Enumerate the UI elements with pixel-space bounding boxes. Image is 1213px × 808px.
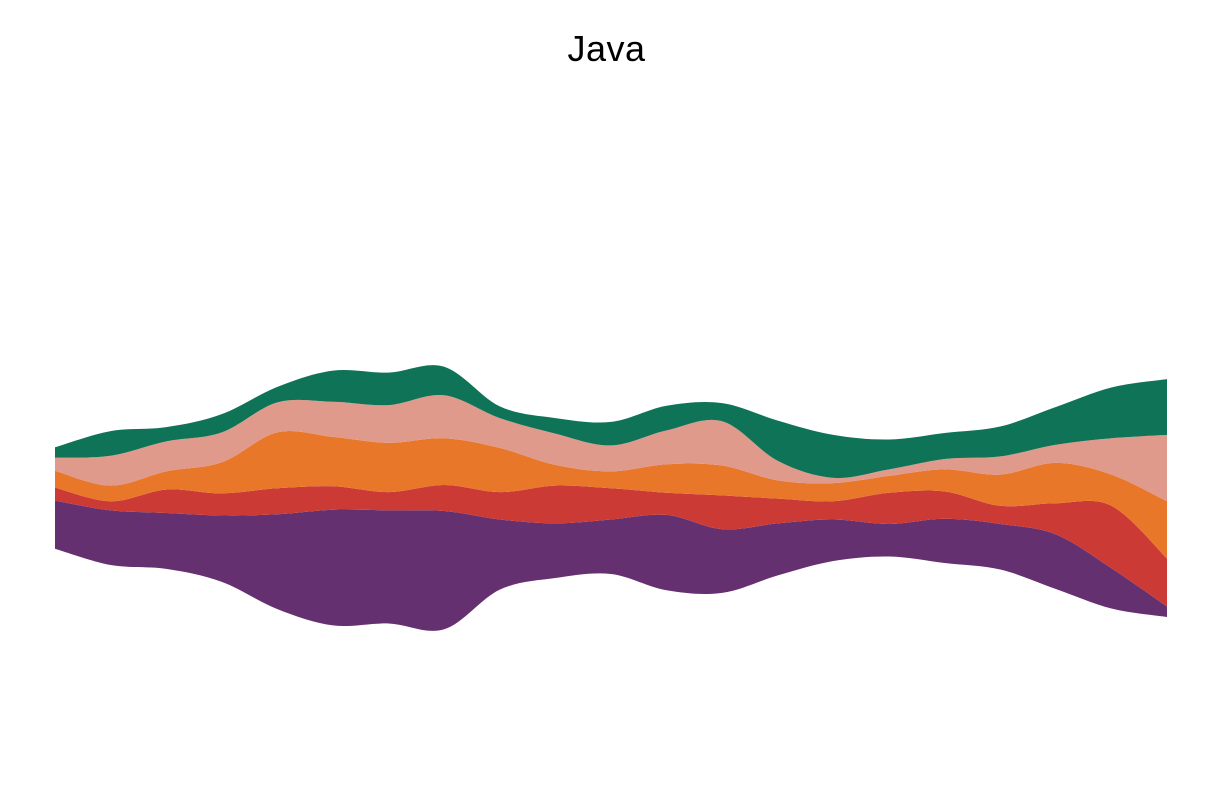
chart-title: Java <box>567 28 646 69</box>
stream-layer-4 <box>55 395 1167 502</box>
stream-layers <box>55 365 1167 631</box>
stream-layer-2 <box>55 485 1167 607</box>
stream-layer-1 <box>55 500 1167 631</box>
stream-layer-5 <box>55 365 1167 479</box>
stream-layer-3 <box>55 431 1167 559</box>
